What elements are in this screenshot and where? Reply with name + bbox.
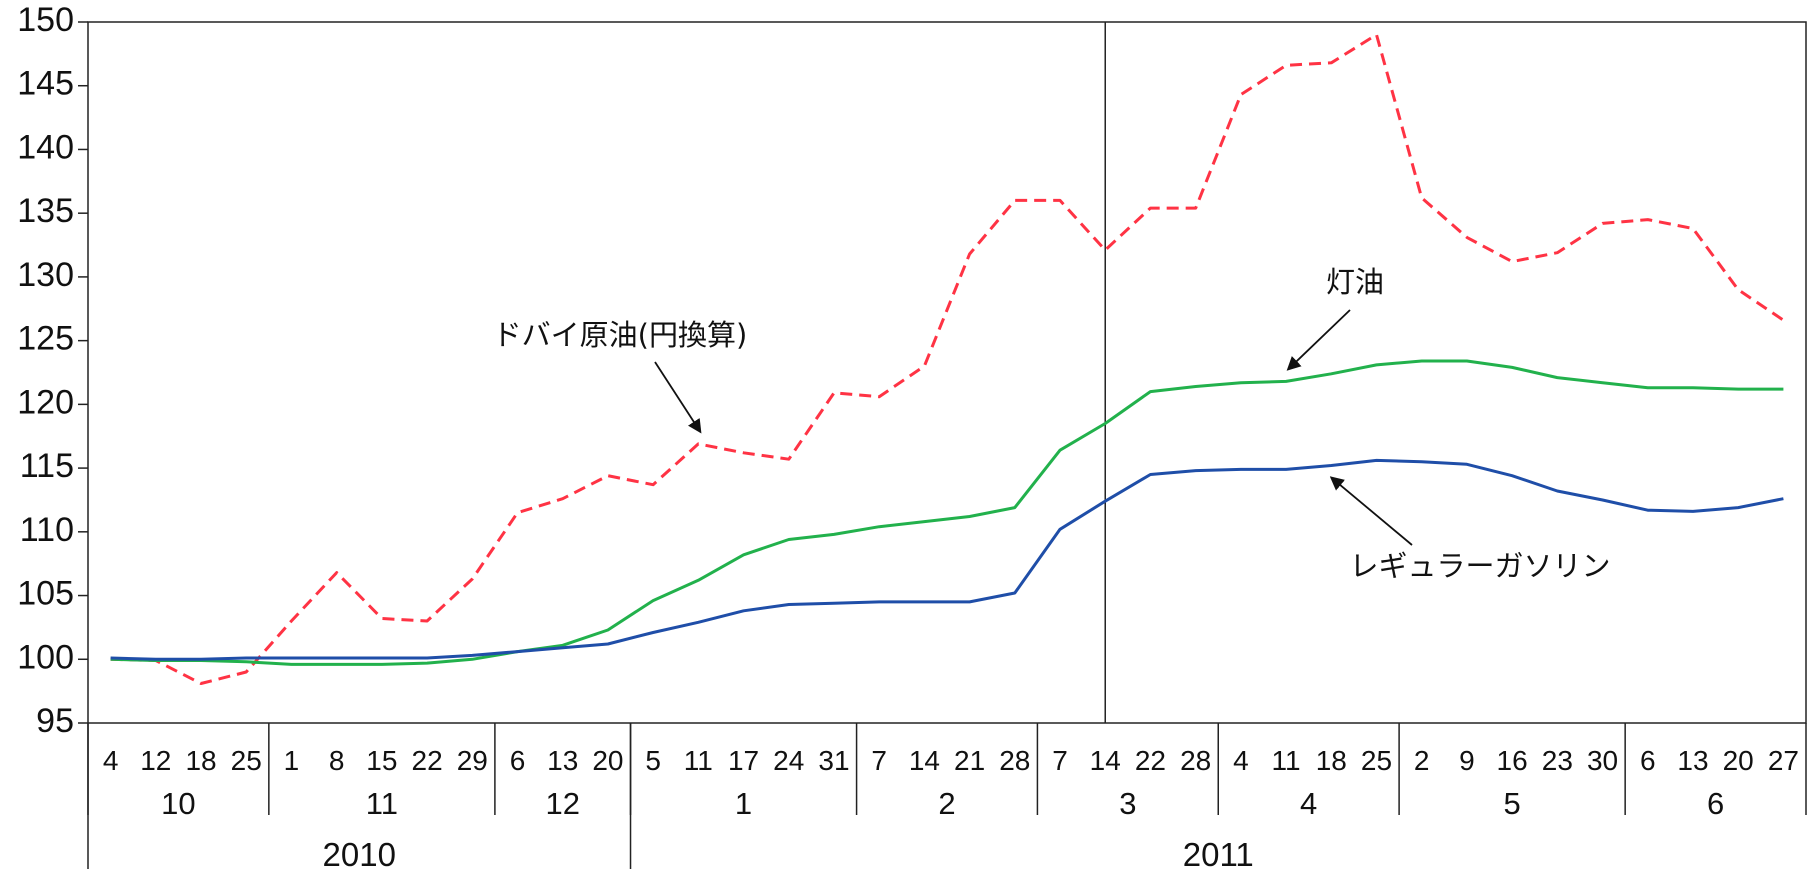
annotation-label-2: レギュラーガソリン — [1349, 549, 1610, 583]
annotation-label-0: ドバイ原油(円換算) — [493, 318, 748, 352]
x-month-label: 12 — [545, 786, 579, 821]
x-week-label: 18 — [185, 745, 216, 776]
y-tick-label: 110 — [20, 511, 74, 549]
x-week-label: 7 — [1052, 745, 1068, 776]
x-week-label: 14 — [1090, 745, 1121, 776]
x-week-label: 20 — [1723, 745, 1754, 776]
annotation-arrow-1 — [1288, 310, 1350, 369]
x-week-label: 22 — [1135, 745, 1166, 776]
x-week-label: 12 — [140, 745, 171, 776]
x-month-label: 6 — [1707, 786, 1724, 821]
x-week-label: 13 — [1677, 745, 1708, 776]
x-month-label: 11 — [366, 786, 398, 821]
x-week-label: 30 — [1587, 745, 1618, 776]
x-week-label: 28 — [1180, 745, 1211, 776]
x-week-label: 4 — [103, 745, 119, 776]
y-tick-label: 105 — [17, 575, 74, 613]
x-week-label: 16 — [1497, 745, 1528, 776]
annotation-arrow-0 — [655, 362, 700, 432]
y-tick-label: 140 — [17, 128, 74, 166]
y-tick-label: 125 — [17, 320, 74, 358]
x-month-label: 1 — [735, 786, 752, 821]
x-week-label: 11 — [684, 745, 713, 776]
x-week-label: 15 — [366, 745, 397, 776]
x-year-label: 2010 — [323, 836, 396, 869]
x-week-label: 21 — [954, 745, 985, 776]
annotation-label-1: 灯油 — [1326, 265, 1384, 299]
x-week-label: 6 — [510, 745, 526, 776]
x-week-label: 25 — [1361, 745, 1392, 776]
x-year-label: 2011 — [1183, 836, 1254, 869]
x-month-label: 10 — [161, 786, 195, 821]
x-week-label: 24 — [773, 745, 804, 776]
y-tick-label: 100 — [17, 638, 74, 676]
x-week-label: 4 — [1233, 745, 1249, 776]
x-week-label: 23 — [1542, 745, 1573, 776]
x-month-label: 5 — [1504, 786, 1521, 821]
x-week-label: 8 — [329, 745, 345, 776]
series-line-0 — [111, 35, 1784, 684]
annotation-arrow-2 — [1331, 478, 1412, 545]
x-week-label: 27 — [1768, 745, 1799, 776]
x-week-label: 31 — [818, 745, 849, 776]
plot-frame — [88, 22, 1806, 723]
y-tick-label: 135 — [17, 192, 74, 230]
x-week-label: 25 — [231, 745, 262, 776]
x-week-label: 1 — [284, 745, 300, 776]
x-week-label: 11 — [1272, 745, 1301, 776]
x-week-label: 18 — [1316, 745, 1347, 776]
x-week-label: 6 — [1640, 745, 1656, 776]
x-month-label: 4 — [1300, 786, 1317, 821]
x-week-label: 14 — [909, 745, 940, 776]
x-month-label: 2 — [938, 786, 955, 821]
x-week-label: 22 — [412, 745, 443, 776]
y-tick-label: 130 — [17, 256, 74, 294]
y-tick-label: 145 — [17, 65, 74, 103]
series-line-1 — [111, 361, 1784, 664]
x-week-label: 17 — [728, 745, 759, 776]
x-week-label: 29 — [457, 745, 488, 776]
y-tick-label: 150 — [17, 1, 74, 39]
x-week-label: 28 — [999, 745, 1030, 776]
y-tick-label: 115 — [20, 447, 74, 485]
y-tick-label: 120 — [17, 383, 74, 421]
x-week-label: 20 — [592, 745, 623, 776]
x-week-label: 13 — [547, 745, 578, 776]
x-week-label: 7 — [871, 745, 887, 776]
x-month-label: 3 — [1119, 786, 1136, 821]
y-tick-label: 95 — [36, 702, 74, 740]
x-week-label: 5 — [645, 745, 661, 776]
x-week-label: 9 — [1459, 745, 1475, 776]
x-week-label: 2 — [1414, 745, 1430, 776]
